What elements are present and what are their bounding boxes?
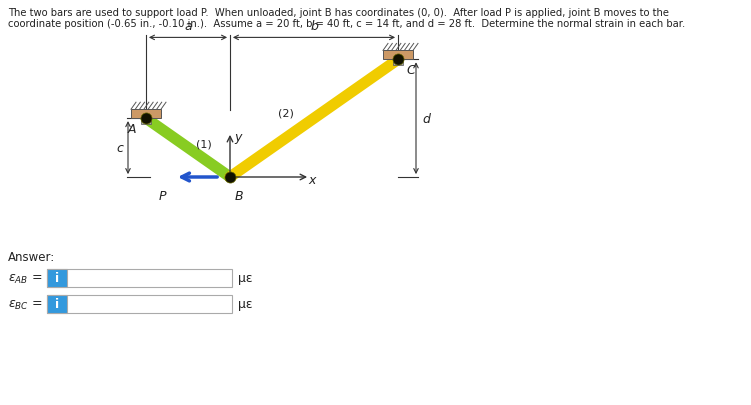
FancyBboxPatch shape — [47, 269, 232, 287]
Text: C: C — [406, 64, 415, 77]
Text: B: B — [235, 190, 243, 202]
Bar — [383, 51, 413, 60]
Text: c: c — [116, 142, 123, 155]
FancyBboxPatch shape — [47, 295, 232, 313]
Bar — [393, 59, 403, 66]
Text: με: με — [238, 298, 252, 311]
Text: $\varepsilon_{BC}$ =: $\varepsilon_{BC}$ = — [8, 298, 43, 311]
Text: x: x — [308, 174, 315, 187]
Text: Answer:: Answer: — [8, 250, 56, 263]
Text: coordinate position (-0.65 in., -0.10 in.).  Assume a = 20 ft, b = 40 ft, c = 14: coordinate position (-0.65 in., -0.10 in… — [8, 19, 685, 29]
Text: d: d — [422, 113, 430, 126]
Text: (1): (1) — [196, 139, 212, 149]
Text: (2): (2) — [278, 108, 294, 118]
Text: με: με — [238, 272, 252, 285]
Text: $\varepsilon_{AB}$ =: $\varepsilon_{AB}$ = — [8, 272, 42, 285]
FancyBboxPatch shape — [47, 295, 67, 313]
Text: A: A — [128, 123, 136, 136]
Text: The two bars are used to support load P.  When unloaded, joint B has coordinates: The two bars are used to support load P.… — [8, 8, 669, 18]
Text: a: a — [184, 20, 192, 33]
Text: P: P — [158, 190, 166, 202]
Bar — [141, 118, 151, 125]
Text: i: i — [55, 298, 59, 311]
Text: y: y — [234, 131, 241, 144]
Text: i: i — [55, 272, 59, 285]
FancyBboxPatch shape — [47, 269, 67, 287]
Text: b: b — [310, 20, 318, 33]
Bar — [131, 110, 161, 119]
